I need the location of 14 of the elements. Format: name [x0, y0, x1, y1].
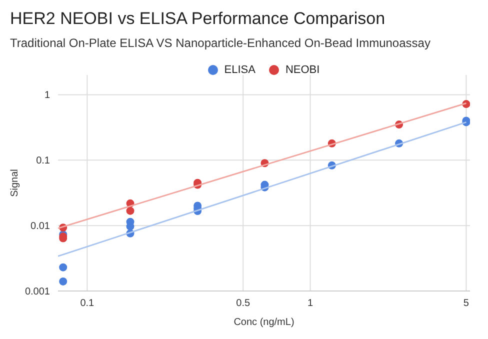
legend-label: NEOBI: [284, 64, 320, 76]
x-tick-label: 5: [463, 298, 470, 310]
chart-subtitle: Traditional On-Plate ELISA VS Nanoparticle-Enhanced On-Bead Immunoassay: [10, 36, 430, 50]
y-tick-label: 0.1: [36, 156, 50, 167]
x-axis-title: Conc (ng/mL): [234, 317, 294, 328]
x-tick-label: 1: [307, 298, 314, 310]
x-tick-label: 0.1: [80, 298, 95, 310]
legend-label: ELISA: [223, 64, 256, 76]
y-tick-label: 0.01: [30, 221, 50, 232]
chart-title: HER2 NEOBI vs ELISA Performance Comparison: [10, 9, 386, 29]
y-axis-title: Signal: [10, 169, 21, 197]
y-tick-label: 0.001: [24, 286, 50, 298]
y-tick-label: 1: [44, 90, 50, 102]
x-tick-label: 0.5: [236, 298, 250, 310]
